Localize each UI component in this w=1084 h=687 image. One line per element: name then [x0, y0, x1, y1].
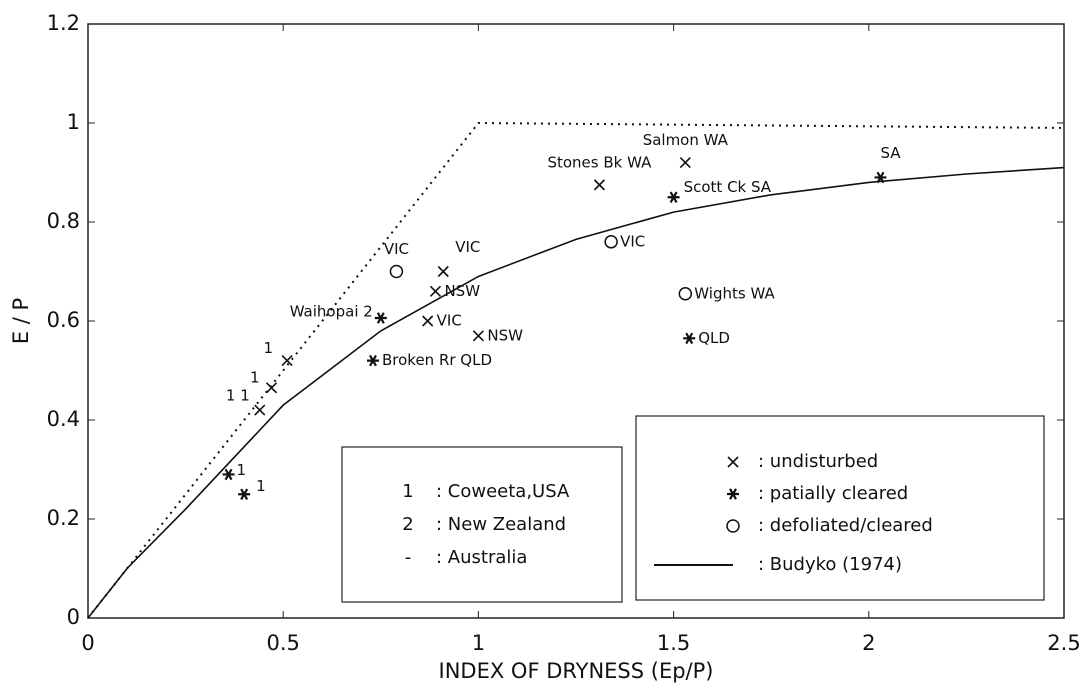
y-tick-label: 0: [67, 605, 80, 629]
point-label: VIC: [437, 312, 462, 330]
point-label: 1: [237, 461, 247, 479]
marker-stroke: [605, 236, 617, 248]
y-tick-label: 0.8: [47, 209, 80, 233]
marker-asterisk: [668, 192, 680, 202]
marker-circle: [679, 288, 691, 300]
y-tick-label: 0.2: [47, 506, 80, 530]
y-tick-label: 0.4: [47, 407, 80, 431]
marker-x: [423, 316, 433, 326]
y-tick-label: 1: [67, 110, 80, 134]
legend-label: : patially cleared: [758, 483, 908, 504]
marker-x: [680, 158, 690, 168]
legend-marker: [727, 520, 739, 532]
point-label: Stones Bk WA: [547, 153, 652, 171]
marker-x: [266, 383, 276, 393]
marker-stroke: [238, 489, 250, 499]
marker-x: [594, 180, 604, 190]
point-label: QLD: [698, 329, 730, 347]
marker-stroke: [255, 405, 265, 415]
x-tick-label: 2: [862, 631, 875, 655]
marker-stroke: [727, 520, 739, 532]
marker-x: [473, 331, 483, 341]
point-label: SA: [881, 144, 902, 162]
site-key-label: : New Zealand: [436, 514, 566, 535]
site-key-label: : Coweeta,USA: [436, 481, 570, 502]
marker-stroke: [430, 286, 440, 296]
marker-stroke: [594, 180, 604, 190]
marker-asterisk: [683, 333, 695, 343]
marker-stroke: [679, 288, 691, 300]
marker-stroke: [668, 192, 680, 202]
point-label: VIC: [455, 238, 480, 256]
x-tick-label: 0: [81, 631, 94, 655]
x-tick-label: 0.5: [266, 631, 299, 655]
marker-stroke: [390, 266, 402, 278]
marker-stroke: [223, 469, 235, 479]
point-label: NSW: [487, 326, 523, 344]
point-label: NSW: [444, 282, 480, 300]
marker-asterisk: [367, 355, 379, 365]
point-label: Waihopai 2: [290, 303, 373, 321]
point-label: 1: [250, 368, 260, 386]
point-label: 1: [256, 477, 266, 495]
marker-stroke: [680, 158, 690, 168]
marker-stroke: [266, 383, 276, 393]
x-tick-label: 1.5: [657, 631, 690, 655]
site-key-symbol: 2: [402, 514, 413, 535]
marker-asterisk: [375, 313, 387, 323]
x-tick-label: 1: [472, 631, 485, 655]
point-label: Broken Rr QLD: [382, 351, 492, 369]
legend-label: : defoliated/cleared: [758, 515, 933, 536]
marker-stroke: [473, 331, 483, 341]
y-tick-label: 0.6: [47, 308, 80, 332]
point-label: VIC: [620, 232, 645, 250]
x-tick-label: 2.5: [1047, 631, 1080, 655]
marker-stroke: [438, 267, 448, 277]
point-label: Wights WA: [694, 284, 775, 302]
site-key-symbol: 1: [402, 481, 413, 502]
point-label: Salmon WA: [643, 131, 729, 149]
legend-label: : Budyko (1974): [758, 554, 902, 575]
point-label: 1 1: [226, 387, 250, 405]
y-tick-label: 1.2: [47, 11, 80, 35]
chart: INDEX OF DRYNESS (Ep/P) E / P 0 0.5 1 1.5 2 2…: [0, 0, 1084, 687]
marker-stroke: [375, 313, 387, 323]
marker-stroke: [367, 355, 379, 365]
site-key-symbol: -: [405, 547, 412, 568]
marker-x: [430, 286, 440, 296]
marker-circle: [605, 236, 617, 248]
marker-stroke: [423, 316, 433, 326]
legend-label: : undisturbed: [758, 451, 878, 472]
marker-x: [438, 267, 448, 277]
point-label: Scott Ck SA: [684, 178, 772, 196]
point-label: VIC: [384, 240, 409, 258]
marker-asterisk: [223, 469, 235, 479]
marker-stroke: [683, 333, 695, 343]
marker-asterisk: [238, 489, 250, 499]
point-label: 1: [264, 339, 274, 357]
marker-x: [255, 405, 265, 415]
y-axis-title: E / P: [9, 298, 33, 344]
site-key-label: : Australia: [436, 547, 527, 568]
marker-circle: [390, 266, 402, 278]
x-axis-title: INDEX OF DRYNESS (Ep/P): [439, 659, 714, 683]
